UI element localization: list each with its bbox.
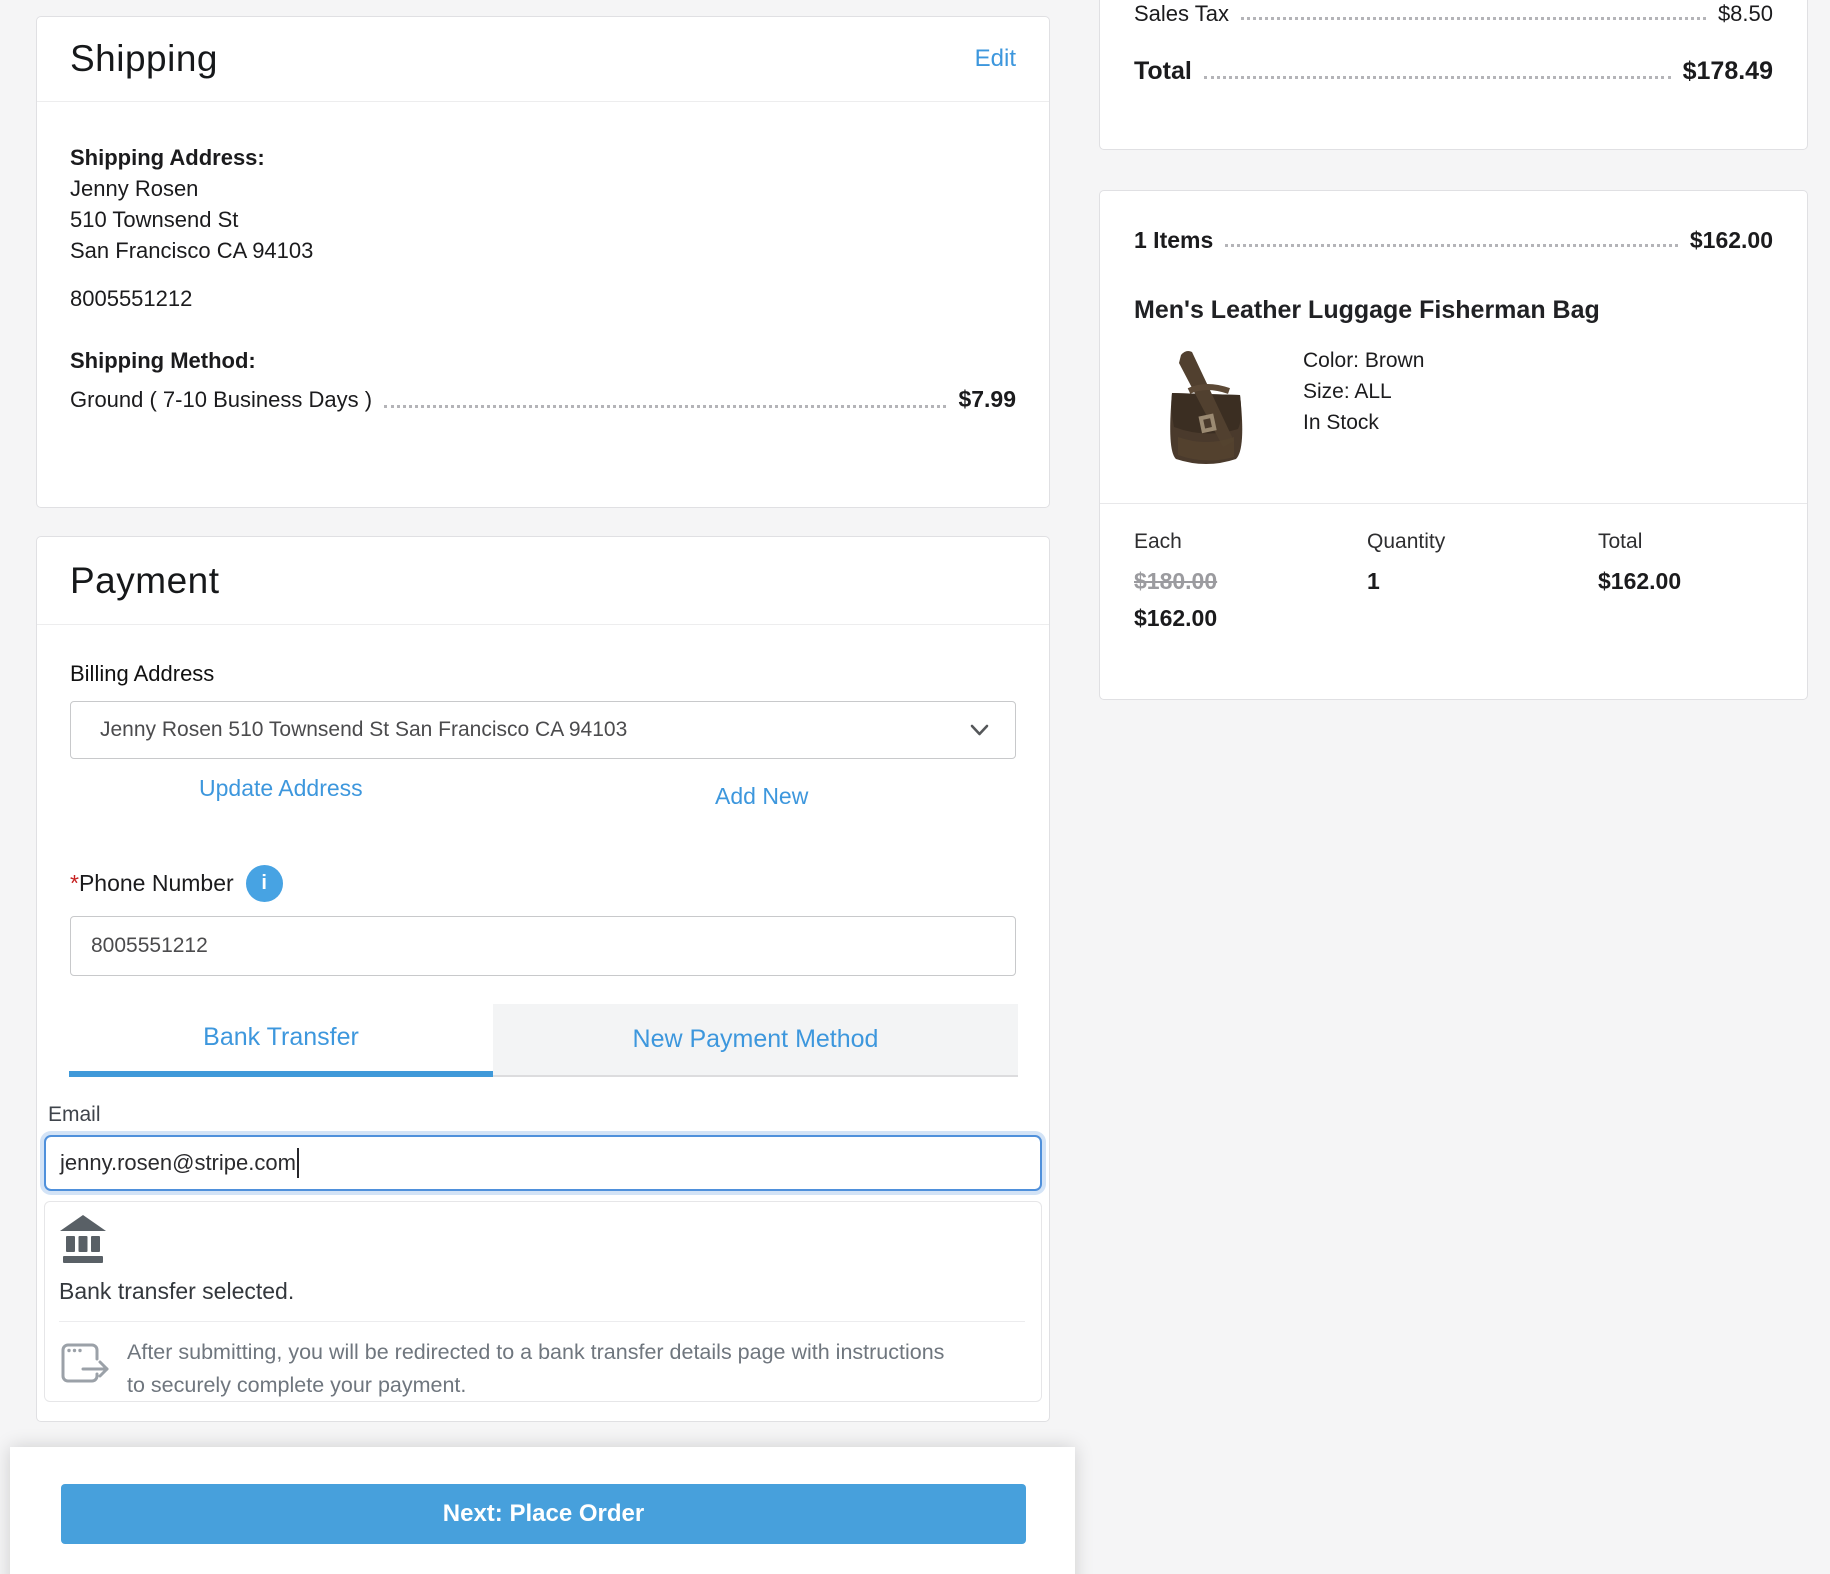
payment-title: Payment [70, 559, 220, 601]
dotted-leader [1225, 244, 1678, 247]
shipping-method-heading: Shipping Method: [70, 348, 256, 373]
total-column-header: Total [1598, 530, 1643, 553]
payment-card-body: Billing Address Jenny Rosen 510 Townsend… [37, 625, 1049, 1402]
redirect-description: After submitting, you will be redirected… [127, 1336, 944, 1402]
phone-label-row: * Phone Number i [70, 865, 1016, 902]
cart-items-body: 1 Items $162.00 Men's Leather Luggage Fi… [1100, 191, 1807, 632]
shipping-city: San Francisco CA 94103 [70, 238, 314, 263]
total-row: Total $178.49 [1134, 57, 1773, 86]
add-new-link[interactable]: Add New [715, 783, 809, 809]
dotted-leader [384, 405, 947, 408]
billing-address-selected-value: Jenny Rosen 510 Townsend St San Francisc… [100, 718, 628, 741]
pricing-values: $180.00 1 $162.00 [1134, 554, 1773, 595]
line-total-value: $162.00 [1598, 568, 1682, 594]
bank-icon [59, 1215, 107, 1267]
items-count-label: 1 Items [1134, 227, 1214, 253]
pricing-headers: Each Quantity Total [1134, 530, 1773, 554]
product-color: Color: Brown [1303, 349, 1425, 372]
order-summary-card: Sales Tax $8.50 Total $178.49 [1099, 0, 1808, 150]
billing-address-label: Billing Address [70, 661, 215, 686]
shipping-card: Shipping Edit Shipping Address: Jenny Ro… [36, 16, 1050, 508]
shipping-name: Jenny Rosen [70, 176, 199, 201]
shipping-method-price: $7.99 [958, 386, 1016, 412]
dotted-leader [1240, 17, 1706, 20]
bank-transfer-panel: Email jenny.rosen@stripe.com [44, 1103, 1042, 1402]
each-column-header: Each [1134, 530, 1182, 553]
shipping-address-heading: Shipping Address: [70, 145, 265, 170]
pricing-section: Each Quantity Total $180.00 1 $162.00 $1… [1100, 503, 1807, 632]
tab-new-payment-method[interactable]: New Payment Method [493, 1004, 1018, 1077]
sales-tax-value: $8.50 [1717, 1, 1773, 26]
phone-number-input[interactable]: 8005551212 [70, 916, 1016, 976]
payment-card: Payment Billing Address Jenny Rosen 510 … [36, 536, 1050, 1422]
payment-card-header: Payment [37, 537, 1049, 625]
email-label: Email [48, 1103, 101, 1126]
update-address-link[interactable]: Update Address [199, 775, 363, 801]
tab-bank-transfer-label: Bank Transfer [203, 1023, 359, 1051]
shipping-edit-link[interactable]: Edit [974, 45, 1016, 72]
place-order-button[interactable]: Next: Place Order [61, 1484, 1026, 1544]
bank-transfer-selected-text: Bank transfer selected. [59, 1278, 295, 1304]
billing-links-row: Update Address Add New [70, 769, 1016, 817]
quantity-value: 1 [1367, 568, 1380, 594]
shipping-title: Shipping [70, 38, 219, 79]
product-size: Size: ALL [1303, 380, 1392, 403]
phone-number-label: Phone Number [78, 870, 234, 896]
bank-box-divider [59, 1321, 1025, 1322]
email-input[interactable]: jenny.rosen@stripe.com [44, 1135, 1042, 1191]
price-current: $162.00 [1134, 605, 1218, 631]
quantity-column-header: Quantity [1367, 530, 1446, 553]
bank-transfer-info-box: Bank transfer selected. [44, 1201, 1042, 1402]
items-total-value: $162.00 [1689, 227, 1773, 253]
required-asterisk: * [70, 870, 79, 896]
info-icon[interactable]: i [245, 865, 283, 902]
dotted-leader [1203, 76, 1671, 79]
product-row: Color: Brown Size: ALL In Stock [1134, 341, 1773, 481]
redirect-description-line2: to securely complete your payment. [127, 1373, 467, 1397]
shipping-phone: 8005551212 [70, 286, 193, 311]
total-label: Total [1134, 57, 1192, 85]
product-title: Men's Leather Luggage Fisherman Bag [1134, 296, 1600, 324]
redirect-icon [59, 1336, 111, 1402]
shipping-card-body: Shipping Address: Jenny Rosen 510 Townse… [37, 102, 1049, 415]
cart-items-card: 1 Items $162.00 Men's Leather Luggage Fi… [1099, 190, 1808, 700]
email-value: jenny.rosen@stripe.com [60, 1150, 296, 1175]
checkout-footer: Next: Place Order [10, 1447, 1075, 1574]
payment-method-tabs: Bank Transfer New Payment Method [69, 1004, 1018, 1077]
billing-address-select[interactable]: Jenny Rosen 510 Townsend St San Francisc… [70, 701, 1016, 759]
shipping-card-header: Shipping Edit [37, 17, 1049, 102]
chevron-down-icon [970, 718, 989, 742]
tab-new-payment-method-label: New Payment Method [632, 1025, 879, 1053]
redirect-description-line1: After submitting, you will be redirected… [127, 1340, 945, 1364]
sales-tax-row: Sales Tax $8.50 [1134, 1, 1773, 27]
product-stock-status: In Stock [1303, 411, 1379, 434]
price-original: $180.00 [1134, 568, 1218, 594]
shipping-method-name: Ground ( 7-10 Business Days ) [70, 387, 373, 412]
text-cursor [296, 1148, 299, 1178]
sales-tax-label: Sales Tax [1134, 1, 1229, 26]
product-image[interactable] [1134, 341, 1279, 481]
phone-number-value: 8005551212 [91, 934, 208, 957]
tab-bank-transfer[interactable]: Bank Transfer [69, 1004, 493, 1077]
shipping-street: 510 Townsend St [70, 207, 239, 232]
product-attributes: Color: Brown Size: ALL In Stock [1303, 341, 1424, 481]
redirect-info-row: After submitting, you will be redirected… [59, 1336, 1025, 1402]
items-count-row: 1 Items $162.00 [1134, 227, 1773, 254]
total-value: $178.49 [1682, 57, 1773, 85]
